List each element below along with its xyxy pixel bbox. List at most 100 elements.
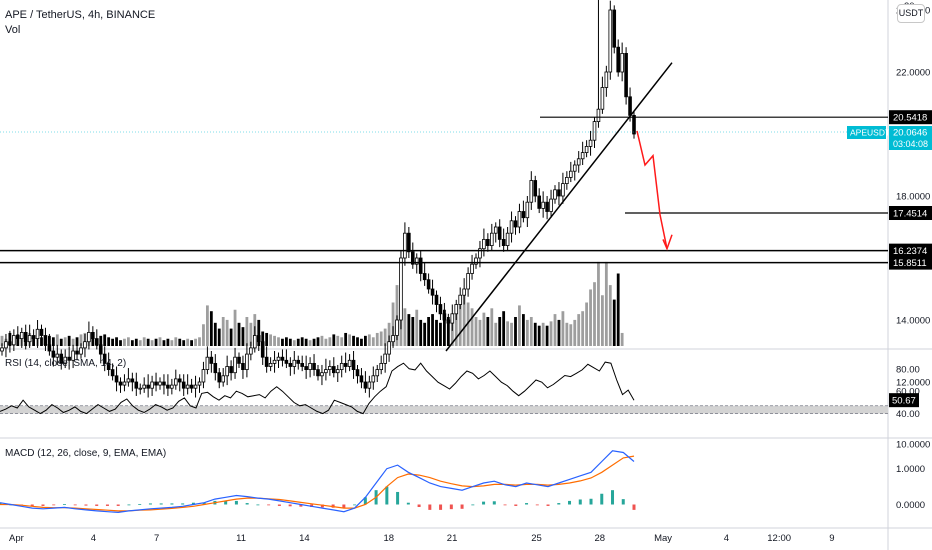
rsi-tick-label: 60.00	[896, 387, 920, 398]
candle-down	[189, 384, 194, 389]
macd-histogram-bar	[482, 501, 486, 505]
candle-up	[221, 375, 226, 383]
macd-histogram-bar	[632, 504, 636, 510]
currency-button[interactable]: USDT	[897, 4, 925, 23]
level-price-badge	[889, 206, 932, 221]
macd-histogram-bar	[471, 504, 475, 506]
price-axis[interactable]: 28.000026.000024.000022.000018.000014.00…	[847, 0, 932, 511]
candle-down	[288, 362, 293, 367]
level-price-label: 16.2374	[893, 246, 927, 257]
candle-down	[426, 279, 431, 290]
candle-down	[162, 381, 166, 386]
volume-bar	[462, 290, 466, 346]
macd-histogram-bar	[406, 502, 410, 505]
candle-up	[249, 347, 253, 355]
candle-up	[608, 9, 613, 73]
volume-bar	[565, 322, 569, 346]
volume-bar	[182, 340, 186, 346]
volume-bar	[423, 322, 427, 346]
volume-bar	[604, 261, 608, 346]
candle-up	[320, 372, 324, 377]
candle-up	[572, 164, 577, 172]
candle-down	[134, 381, 139, 389]
candle-down	[612, 9, 617, 48]
macd-histogram-bar	[417, 504, 421, 508]
candle-down	[533, 180, 538, 197]
volume-bar	[324, 338, 328, 346]
candle-up	[604, 71, 609, 88]
candle-up	[505, 232, 510, 246]
volume-bar	[119, 340, 122, 346]
volume-bar	[277, 337, 280, 346]
volume-bar	[316, 337, 320, 346]
volume-bar	[486, 317, 490, 346]
candle-up	[367, 381, 372, 389]
candle-down	[146, 384, 150, 389]
candle-down	[304, 366, 308, 370]
candle-up	[620, 53, 624, 73]
time-axis[interactable]: Apr 4 7 11 14 18 21 25 28 May 4 12:00 9	[9, 533, 835, 544]
macd-histogram-bar	[73, 504, 77, 506]
candle-down	[628, 96, 632, 116]
macd-histogram-bar	[503, 504, 507, 506]
macd-histogram-bar	[514, 504, 518, 506]
volume-bar	[281, 338, 284, 346]
candle-down	[296, 359, 301, 364]
candle-up	[580, 152, 585, 160]
candle-up	[517, 211, 522, 228]
volume-bar	[490, 308, 494, 346]
candle-down	[154, 381, 158, 386]
candle-down	[545, 201, 549, 212]
time-tick-label: 11	[236, 533, 246, 544]
candle-down	[256, 335, 261, 343]
macd-histogram-bar	[127, 504, 131, 506]
volume-bar	[454, 311, 458, 346]
volume-bar	[158, 337, 162, 346]
candle-down	[316, 369, 320, 377]
candle-up	[324, 369, 328, 374]
volume-bar	[59, 338, 63, 346]
macd-histogram-bar	[589, 498, 593, 505]
volume-bar	[308, 340, 312, 346]
macd-histogram-bar	[439, 504, 443, 510]
volume-bar	[419, 319, 423, 346]
candle-up	[489, 232, 494, 246]
volume-bar	[478, 319, 482, 346]
candle-up	[201, 369, 206, 383]
candle-up	[225, 366, 229, 377]
macd-histogram-bar	[84, 504, 88, 506]
candle-up	[55, 353, 60, 358]
volume-bar	[577, 314, 581, 346]
candle-up	[35, 328, 40, 339]
candle-up	[592, 121, 597, 141]
candle-down	[95, 338, 99, 346]
candle-down	[312, 362, 316, 370]
volume-bar	[190, 340, 193, 346]
candle-up	[470, 263, 474, 274]
rsi-value-label: 50.67	[892, 396, 916, 407]
macd-histogram-bar	[621, 499, 625, 505]
candle-up	[395, 319, 399, 336]
time-tick-label: 7	[154, 533, 159, 544]
level-price-label: 15.8511	[893, 258, 927, 269]
volume-bar	[415, 309, 419, 346]
volume-bar	[111, 338, 114, 346]
candle-down	[521, 211, 526, 219]
candle-up	[122, 381, 127, 386]
candle-up	[252, 335, 257, 349]
candle-up	[71, 350, 75, 361]
volume-bar	[221, 317, 225, 346]
candle-up	[561, 183, 565, 197]
time-tick-label: 9	[829, 533, 834, 544]
time-tick-label: Apr	[9, 533, 24, 544]
candle-down	[363, 381, 368, 389]
volume-bar	[237, 322, 241, 346]
candle-down	[284, 359, 289, 364]
price-tick-label: 12.0000	[896, 378, 930, 389]
candle-up	[387, 341, 391, 355]
rsi-band	[0, 405, 888, 414]
volume-bar	[597, 261, 600, 346]
trendline	[445, 62, 673, 352]
